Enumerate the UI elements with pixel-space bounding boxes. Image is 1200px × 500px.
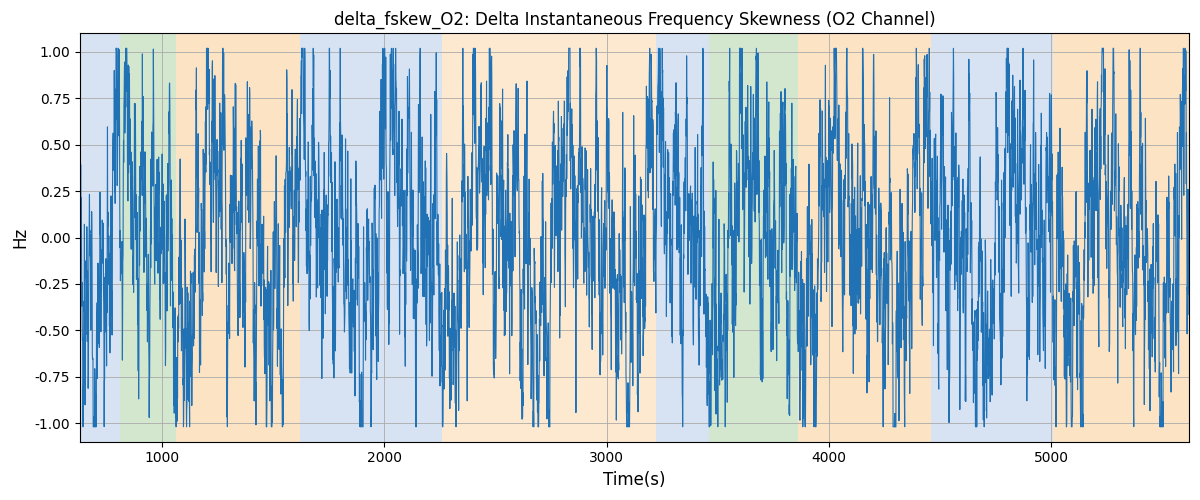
Bar [931, 34, 1054, 442]
Title: delta_fskew_O2: Delta Instantaneous Frequency Skewness (O2 Channel): delta_fskew_O2: Delta Instantaneous Freq… [334, 11, 935, 30]
Y-axis label: Hz: Hz [11, 227, 29, 248]
Bar [798, 34, 931, 442]
Bar [175, 34, 300, 442]
Bar [120, 34, 175, 442]
Bar [655, 34, 709, 442]
Bar [300, 34, 443, 442]
Bar [709, 34, 798, 442]
X-axis label: Time(s): Time(s) [604, 471, 666, 489]
Bar [80, 34, 120, 442]
Bar [1054, 34, 1189, 442]
Bar [443, 34, 655, 442]
